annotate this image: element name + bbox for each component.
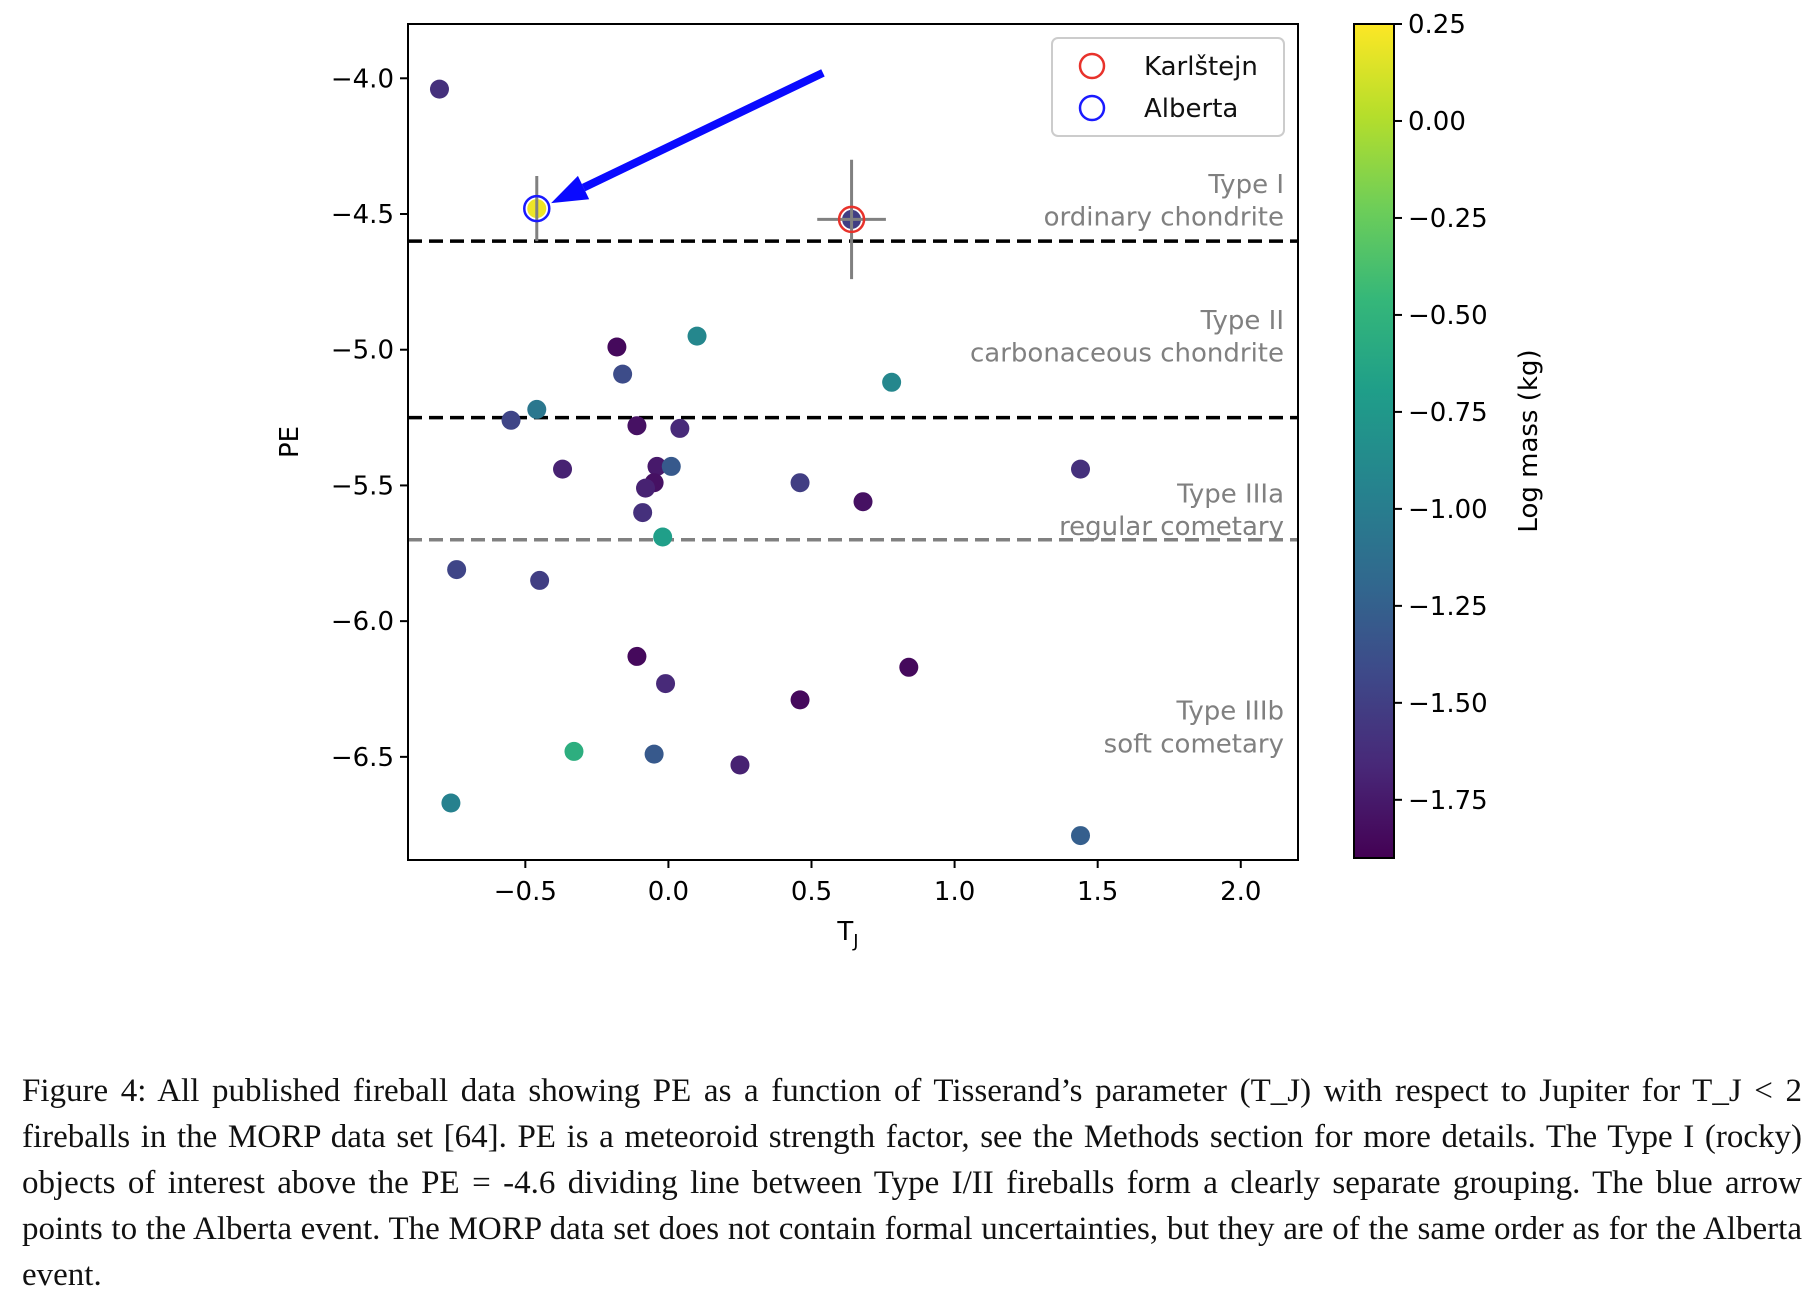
data-point — [527, 399, 547, 419]
y-tick-label: −6.5 — [331, 743, 394, 773]
data-point — [636, 478, 656, 498]
data-point — [853, 492, 873, 512]
colorbar-tick-label: −1.25 — [1408, 592, 1488, 622]
region-label-subtitle-0: ordinary chondrite — [1044, 203, 1284, 233]
data-point — [627, 416, 647, 436]
data-point — [644, 744, 664, 764]
y-axis-label: PE — [275, 426, 305, 458]
region-label-subtitle-3: soft cometary — [1104, 729, 1284, 759]
data-point — [1071, 459, 1091, 479]
legend-marker-alberta — [1078, 94, 1106, 122]
colorbar: 0.25 0.00 −0.25 −0.50 −0.75 −1.00 −1.25 −1.50 −1… — [1353, 10, 1544, 859]
data-points — [429, 79, 1091, 846]
data-point — [633, 503, 653, 523]
colorbar-ticks: 0.25 0.00 −0.25 −0.50 −0.75 −1.00 −1.25 −1.50 −1… — [1394, 10, 1488, 816]
data-point — [553, 459, 573, 479]
colorbar-tick-label: −1.00 — [1408, 495, 1488, 525]
data-point — [647, 456, 667, 476]
colorbar-tick-label: −1.50 — [1408, 689, 1488, 719]
colorbar-gradient — [1353, 23, 1395, 859]
data-point — [730, 755, 750, 775]
y-tick-label: −6.0 — [331, 607, 394, 637]
data-point — [564, 741, 584, 761]
region-label-title-0: Type I — [1207, 170, 1284, 200]
data-point — [653, 527, 673, 547]
colorbar-tick-label: −1.75 — [1408, 786, 1488, 816]
region-label-title-2: Type IIIa — [1176, 480, 1284, 510]
x-tick-label: 2.0 — [1220, 877, 1261, 907]
colorbar-tick-label: −0.50 — [1408, 301, 1488, 331]
data-point — [530, 570, 550, 590]
type-divider-lines — [408, 239, 1298, 542]
y-axis: −4.0 −4.5 −5.0 −5.5 −6.0 −6.5 — [331, 64, 408, 773]
data-point — [1071, 826, 1091, 846]
legend-box — [1051, 37, 1285, 137]
colorbar-tick-label: 0.25 — [1408, 10, 1466, 40]
data-point — [613, 364, 633, 384]
data-point — [790, 690, 810, 710]
colorbar-tick-label: 0.00 — [1408, 107, 1466, 137]
x-axis: −0.5 0.0 0.5 1.0 1.5 2.0 — [494, 860, 1261, 907]
colorbar-label: Log mass (kg) — [1514, 349, 1544, 532]
data-point — [447, 560, 467, 580]
region-label-subtitle-2: regular cometary — [1059, 512, 1284, 542]
region-label-subtitle-1: carbonaceous chondrite — [970, 338, 1284, 368]
x-tick-label: 0.0 — [648, 877, 689, 907]
data-point — [790, 473, 810, 493]
y-tick-label: −4.0 — [331, 64, 394, 94]
data-point — [670, 418, 690, 438]
alberta-arrow — [551, 69, 825, 204]
legend: Karlštejn Alberta — [1051, 37, 1285, 137]
highlight-ring-0 — [837, 205, 866, 234]
y-tick-label: −4.5 — [331, 200, 394, 230]
highlighted-events — [523, 159, 886, 280]
data-point — [627, 646, 647, 666]
data-point — [501, 410, 521, 430]
x-tick-label: 1.5 — [1077, 877, 1118, 907]
data-point — [656, 674, 676, 694]
colorbar-tick-label: −0.75 — [1408, 398, 1488, 428]
region-label-title-3: Type IIIb — [1176, 697, 1285, 727]
figure-caption: Figure 4: All published fireball data sh… — [22, 1073, 1802, 1293]
data-point — [661, 456, 681, 476]
y-tick-label: −5.0 — [331, 336, 394, 366]
data-point — [899, 657, 919, 677]
region-label-title-1: Type II — [1200, 306, 1284, 336]
x-tick-label: −0.5 — [494, 877, 557, 907]
arrow-head — [551, 175, 590, 204]
x-tick-label: 0.5 — [791, 877, 832, 907]
data-point — [882, 372, 902, 392]
legend-label-karlstejn: Karlštejn — [1144, 52, 1258, 82]
colorbar-tick-label: −0.25 — [1408, 204, 1488, 234]
data-point — [607, 337, 627, 357]
highlight-ring-1 — [523, 194, 551, 223]
legend-label-alberta: Alberta — [1144, 94, 1238, 124]
plot-frame — [407, 23, 1299, 861]
arrow-shaft — [581, 69, 825, 192]
legend-marker-karlstejn — [1078, 52, 1106, 80]
data-point — [429, 79, 449, 99]
x-axis-label: TJ — [836, 917, 858, 952]
data-point — [441, 793, 461, 813]
data-point — [687, 326, 707, 346]
y-tick-label: −5.5 — [331, 471, 394, 501]
x-tick-label: 1.0 — [934, 877, 975, 907]
